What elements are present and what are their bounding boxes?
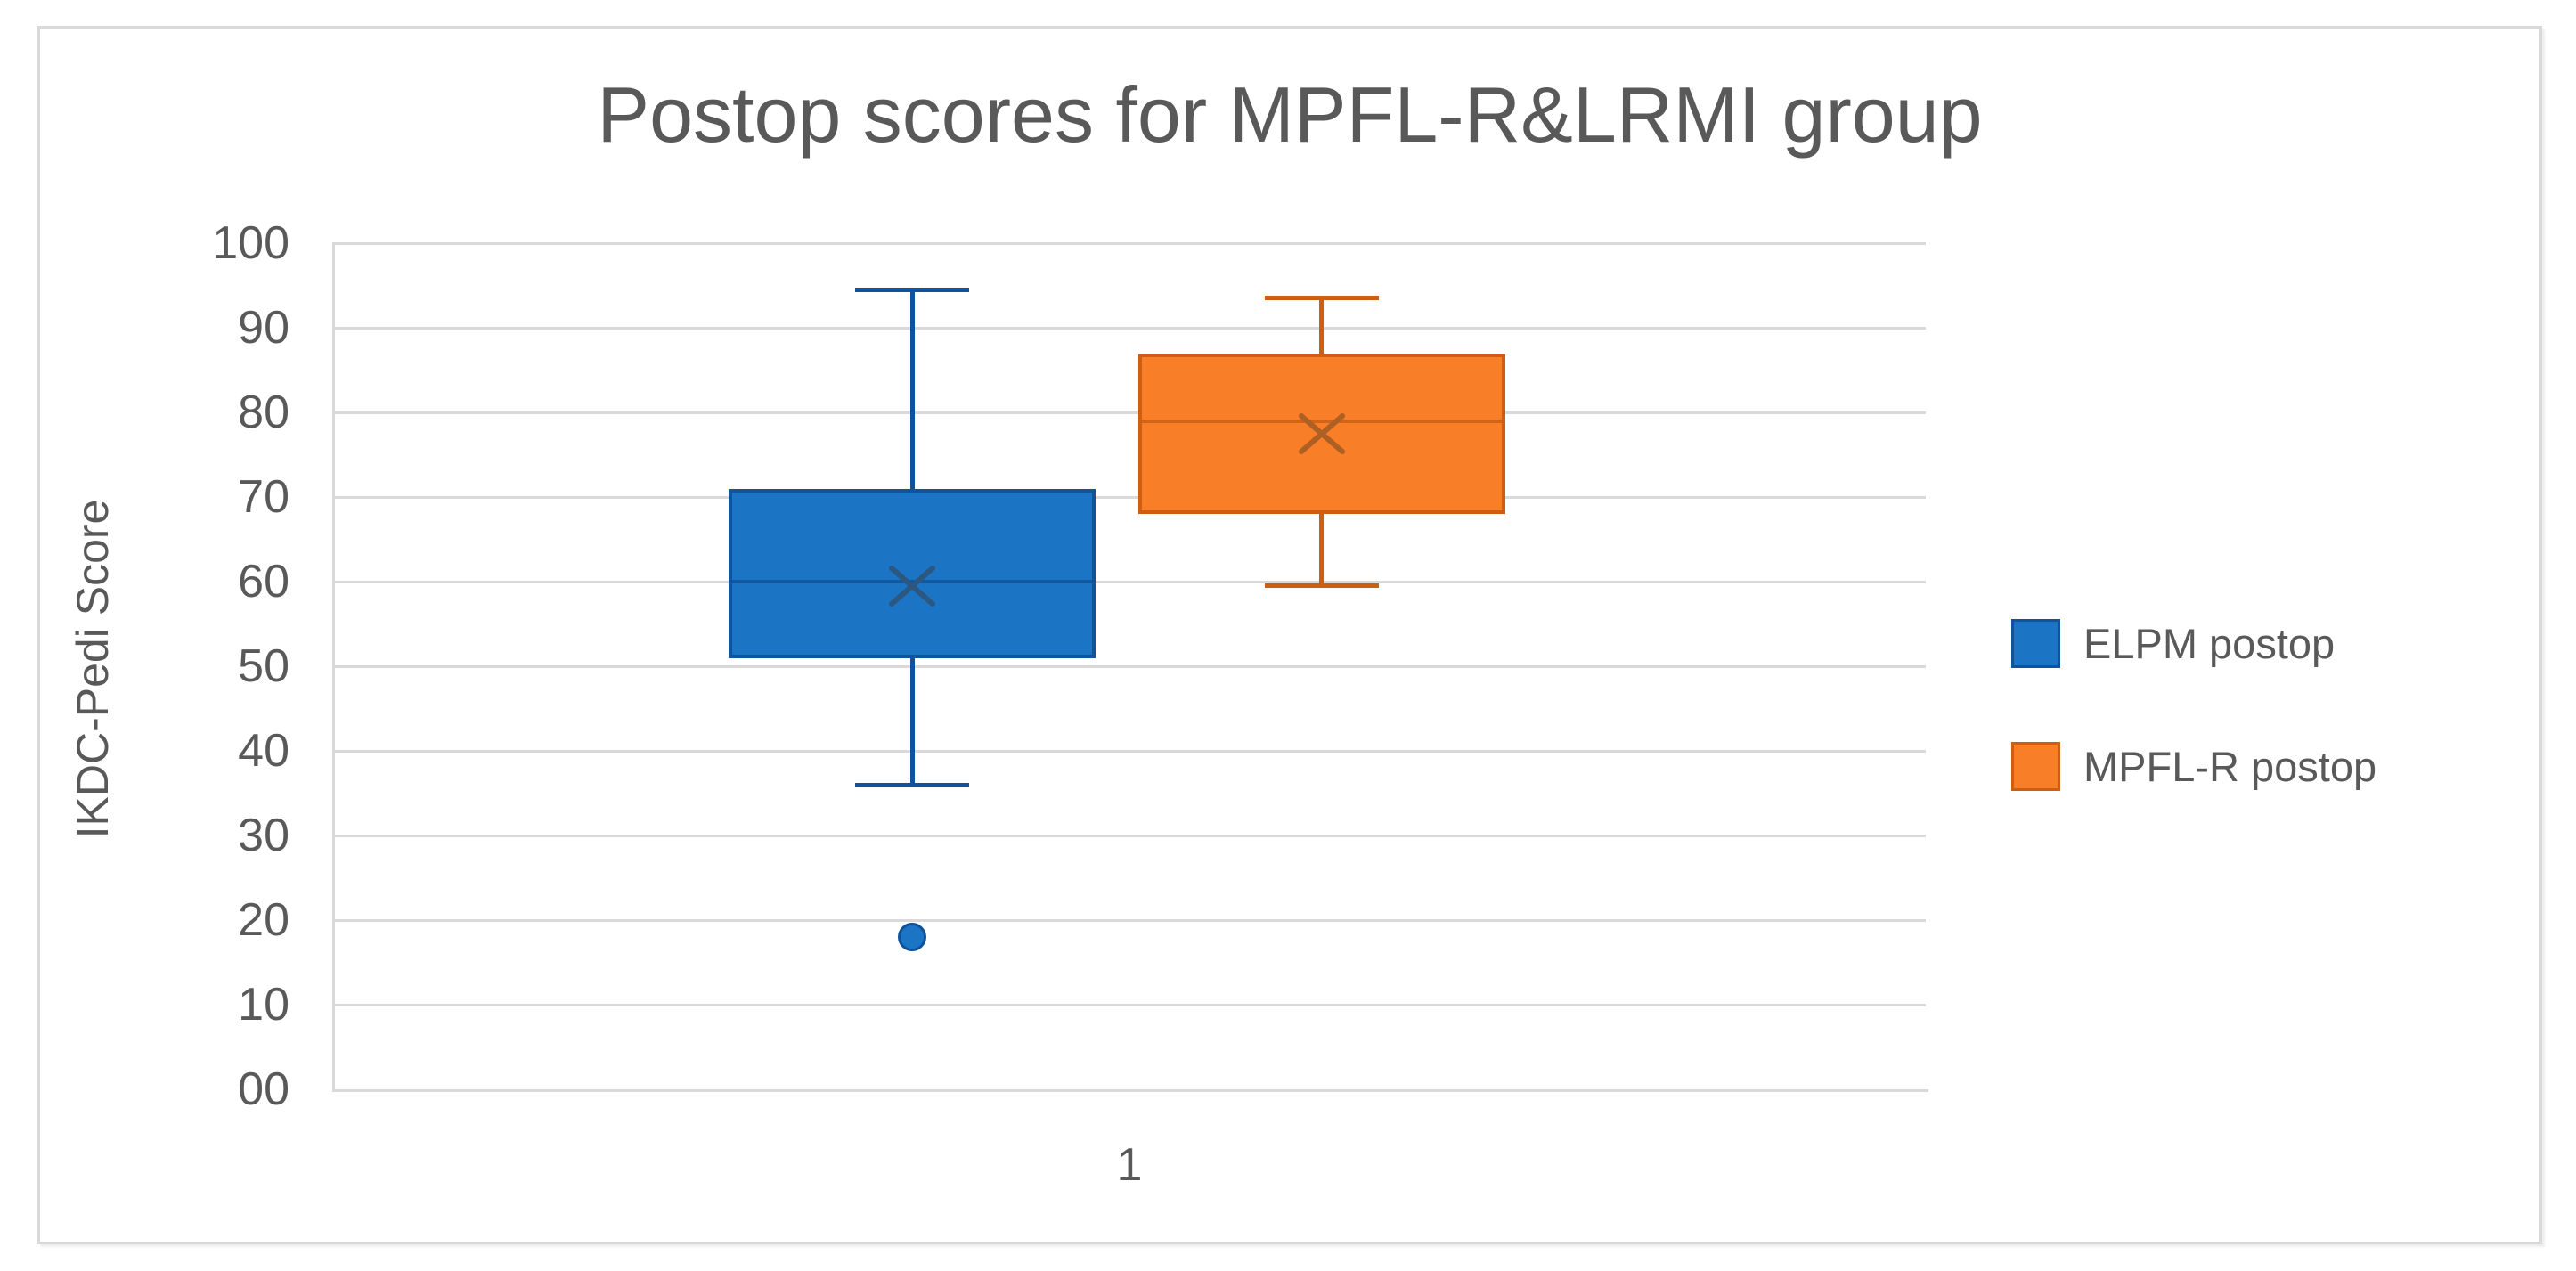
outlier-point — [898, 923, 927, 951]
median-line — [1140, 419, 1503, 423]
legend-label: MPFL-R postop — [2083, 743, 2377, 790]
gridline — [332, 241, 1926, 245]
y-tick-label: 40 — [238, 725, 289, 777]
y-tick-label: 20 — [238, 894, 289, 946]
legend-label: ELPM postop — [2083, 620, 2336, 667]
y-tick-label: 50 — [238, 640, 289, 692]
whisker-stem-upper — [1319, 297, 1325, 354]
chart-title: Postop scores for MPFL-R&LRMI group — [597, 70, 1983, 159]
y-tick-label: 100 — [212, 217, 289, 269]
legend-swatch — [2011, 619, 2060, 668]
y-tick-label: 70 — [238, 471, 289, 523]
y-tick-label: 00 — [238, 1063, 289, 1115]
y-tick-label: 80 — [238, 387, 289, 438]
y-tick-label: 30 — [238, 810, 289, 861]
gridline — [332, 326, 1926, 330]
plot-area — [332, 243, 1928, 1092]
y-tick-label: 60 — [238, 556, 289, 607]
mean-x-marker — [1297, 412, 1347, 455]
legend-item: MPFL-R postop — [2011, 742, 2376, 791]
gridline — [332, 749, 1926, 753]
whisker-cap-min — [1265, 583, 1379, 589]
gridline — [332, 918, 1926, 922]
gridline — [332, 1003, 1926, 1006]
y-tick-label: 90 — [238, 302, 289, 354]
chart-frame — [37, 26, 2542, 1244]
whisker-stem-upper — [909, 289, 915, 489]
legend-item: ELPM postop — [2011, 619, 2335, 668]
whisker-stem-lower — [909, 657, 915, 785]
box-mpfl-r-postop — [1137, 353, 1505, 514]
y-tick-label: 10 — [238, 979, 289, 1031]
gridline — [332, 664, 1926, 668]
gridline — [332, 411, 1926, 414]
whisker-cap-max — [1265, 296, 1379, 301]
whisker-cap-max — [855, 287, 970, 292]
box-elpm-postop — [729, 488, 1096, 658]
median-line — [731, 580, 1094, 583]
whisker-stem-lower — [1319, 514, 1325, 586]
legend-swatch — [2011, 742, 2060, 791]
x-axis-category-label: 1 — [1116, 1139, 1143, 1191]
mean-x-marker — [887, 565, 937, 607]
gridline — [332, 834, 1926, 837]
gridline — [332, 580, 1926, 583]
whisker-cap-min — [855, 782, 970, 787]
gridline — [332, 495, 1926, 499]
